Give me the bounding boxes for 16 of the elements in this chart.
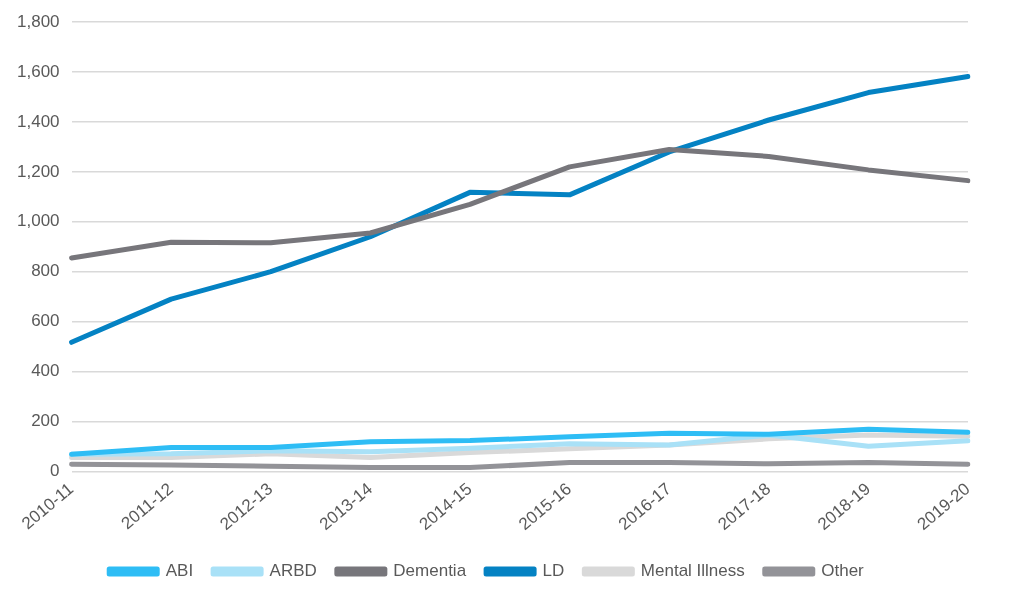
legend-label: Mental Illness xyxy=(640,561,745,581)
y-tick-label: 1,400 xyxy=(16,111,60,131)
legend-label: Dementia xyxy=(393,561,467,581)
y-tick-label: 1,200 xyxy=(16,161,60,181)
y-tick-label: 800 xyxy=(31,261,60,281)
y-tick-label: 0 xyxy=(50,460,60,480)
legend-label: LD xyxy=(542,561,565,581)
legend-label: ABI xyxy=(165,561,194,581)
y-tick-label: 600 xyxy=(31,311,60,331)
legend-label: Other xyxy=(821,561,865,581)
y-tick-label: 200 xyxy=(31,411,60,431)
y-tick-label: 1,800 xyxy=(16,11,60,31)
y-tick-label: 400 xyxy=(31,361,60,381)
y-tick-label: 1,600 xyxy=(16,61,60,81)
y-tick-label: 1,000 xyxy=(16,211,60,231)
legend-label: ARBD xyxy=(269,561,317,581)
